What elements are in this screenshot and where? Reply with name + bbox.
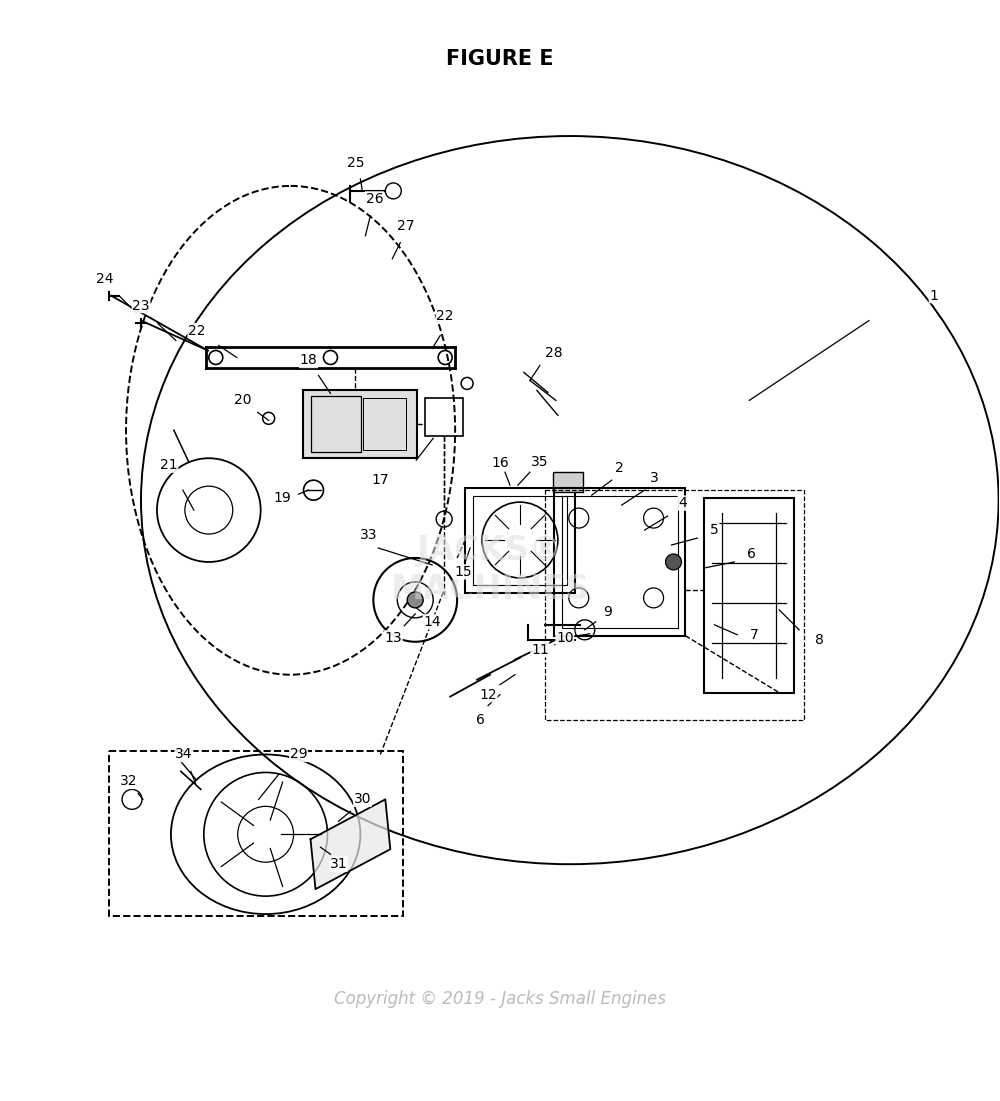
Text: 27: 27 bbox=[397, 219, 414, 232]
Text: 35: 35 bbox=[531, 455, 549, 469]
Text: Copyright © 2019 - Jacks Small Engines: Copyright © 2019 - Jacks Small Engines bbox=[334, 990, 666, 1007]
Bar bbox=[465, 488, 575, 593]
Text: 1: 1 bbox=[929, 288, 938, 303]
Text: 9: 9 bbox=[603, 604, 612, 619]
Bar bbox=[545, 490, 804, 720]
Bar bbox=[311, 396, 361, 453]
Polygon shape bbox=[311, 799, 390, 890]
Text: 22: 22 bbox=[436, 308, 454, 323]
Text: 19: 19 bbox=[274, 491, 291, 505]
Bar bbox=[109, 752, 403, 916]
Text: 30: 30 bbox=[354, 793, 371, 806]
Text: 16: 16 bbox=[491, 456, 509, 470]
Bar bbox=[473, 497, 567, 585]
Text: JACKS®
MACHINES: JACKS® MACHINES bbox=[390, 534, 590, 606]
Circle shape bbox=[666, 554, 681, 570]
Text: 13: 13 bbox=[384, 631, 402, 645]
Text: 32: 32 bbox=[120, 774, 138, 788]
Text: 6: 6 bbox=[747, 547, 756, 562]
Text: 7: 7 bbox=[750, 628, 759, 642]
Bar bbox=[425, 399, 463, 436]
Text: 20: 20 bbox=[234, 393, 251, 407]
Circle shape bbox=[407, 592, 423, 608]
Text: 8: 8 bbox=[815, 633, 824, 646]
Text: 26: 26 bbox=[366, 192, 383, 206]
Text: FIGURE E: FIGURE E bbox=[446, 50, 554, 69]
Text: 4: 4 bbox=[678, 497, 687, 510]
Text: 24: 24 bbox=[96, 272, 114, 285]
Text: 15: 15 bbox=[454, 565, 472, 579]
Text: 28: 28 bbox=[545, 346, 563, 360]
Text: 18: 18 bbox=[300, 353, 317, 368]
Text: 3: 3 bbox=[650, 471, 659, 486]
Text: 10: 10 bbox=[556, 631, 574, 645]
Text: 6: 6 bbox=[476, 712, 484, 727]
Bar bbox=[303, 391, 417, 458]
Text: 17: 17 bbox=[372, 473, 389, 487]
Text: 2: 2 bbox=[615, 461, 624, 476]
Text: 25: 25 bbox=[347, 156, 364, 170]
Bar bbox=[562, 497, 678, 628]
Text: 23: 23 bbox=[132, 298, 150, 313]
Text: 5: 5 bbox=[710, 523, 719, 537]
Bar bbox=[363, 399, 406, 450]
Text: 22: 22 bbox=[188, 324, 206, 338]
Text: 33: 33 bbox=[360, 528, 377, 542]
Text: 31: 31 bbox=[330, 858, 347, 871]
Text: 29: 29 bbox=[290, 748, 307, 762]
Text: 14: 14 bbox=[423, 614, 441, 629]
Text: 21: 21 bbox=[160, 458, 178, 472]
Bar bbox=[704, 498, 794, 693]
Bar bbox=[554, 488, 685, 635]
Text: 12: 12 bbox=[479, 688, 497, 701]
Text: 34: 34 bbox=[175, 748, 193, 762]
Text: 11: 11 bbox=[531, 643, 549, 657]
Bar bbox=[553, 472, 583, 492]
